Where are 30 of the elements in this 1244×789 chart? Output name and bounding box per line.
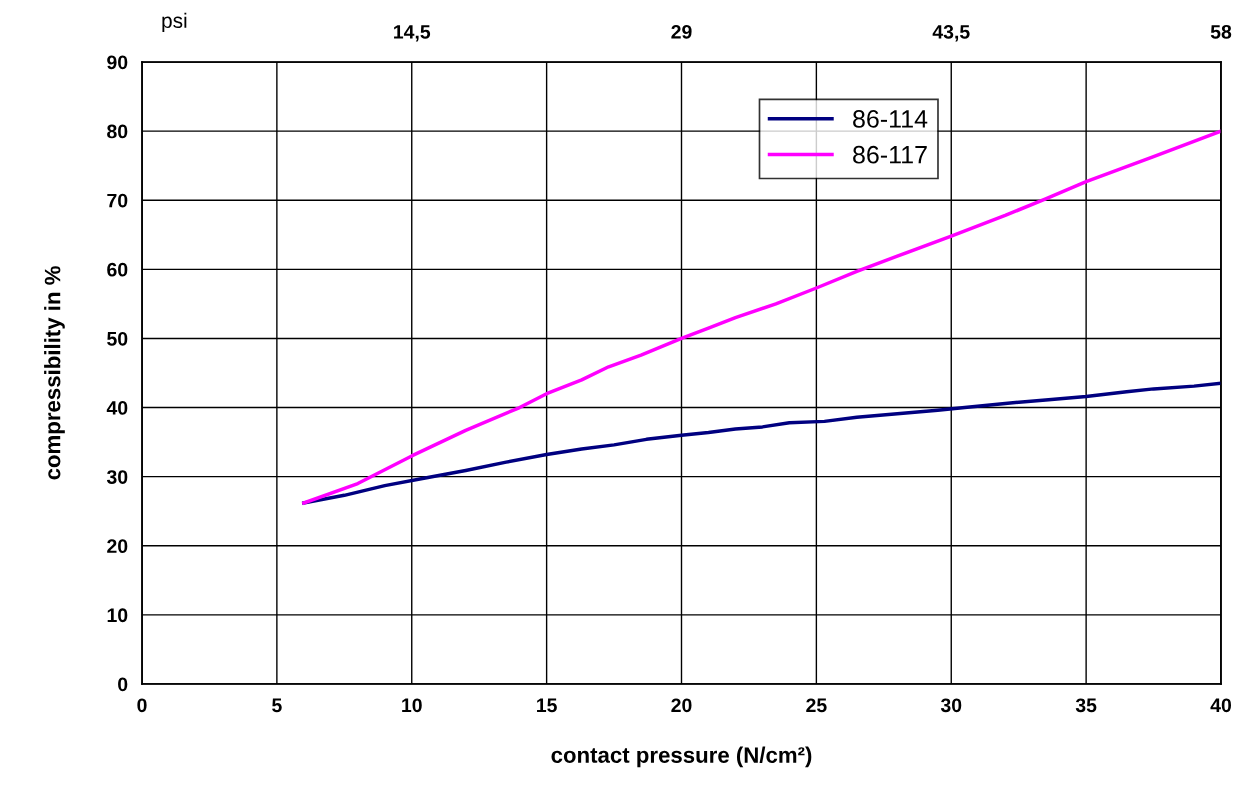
x2-tick-label: 29	[671, 24, 692, 39]
y-tick-label: 50	[107, 331, 128, 346]
x2-tick-label: 58	[1210, 24, 1232, 39]
y-tick-label: 30	[106, 470, 128, 484]
x-tick-label: 15	[537, 698, 557, 713]
y-tick-label: 20	[107, 539, 128, 554]
y-tick-label: 70	[107, 193, 128, 208]
x-tick-label: 10	[402, 698, 422, 713]
legend-label: 86-114	[853, 110, 928, 128]
x-axis-title: contact pressure (N/cm²)	[551, 746, 812, 768]
y-tick-label: 90	[107, 55, 128, 70]
y-tick-label: 80	[107, 124, 128, 139]
x2-tick-label: 43,5	[932, 24, 970, 42]
x-tick-label: 35	[1075, 698, 1097, 713]
y-tick-label: 60	[107, 262, 128, 277]
legend-label: 86-117	[853, 145, 927, 164]
y-tick-label: 40	[106, 401, 128, 415]
x-tick-label: 20	[671, 698, 692, 713]
x-tick-label: 25	[806, 698, 827, 713]
y-tick-label: 10	[107, 608, 128, 623]
x-tick-label: 5	[272, 698, 282, 713]
line-series	[302, 129, 1221, 505]
y-axis-title: compressibility in %	[44, 266, 65, 480]
x-tick-label: 40	[1210, 698, 1232, 713]
line-series	[302, 381, 1221, 505]
x2-tick-label: 14,5	[394, 25, 431, 42]
x2-axis-title: psi	[162, 12, 187, 33]
y-tick-label: 0	[118, 677, 128, 692]
x-tick-label: 30	[940, 698, 962, 713]
x-tick-label: 0	[137, 698, 147, 713]
